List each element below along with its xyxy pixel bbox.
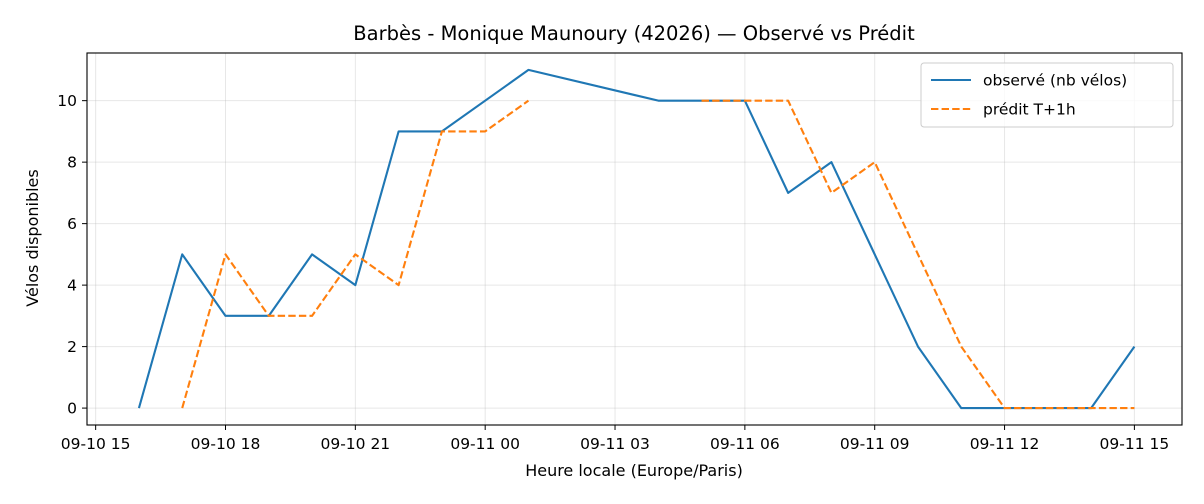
legend-box (920, 62, 1174, 128)
x-tick-label: 09-10 15 (61, 435, 131, 453)
y-tick-label: 10 (57, 92, 77, 110)
x-tick-label: 09-10 18 (191, 435, 261, 453)
chart-title: Barbès - Monique Maunoury (42026) — Obse… (353, 22, 915, 45)
x-axis-label: Heure locale (Europe/Paris) (525, 461, 743, 480)
y-axis-label: Vélos disponibles (23, 169, 42, 306)
x-tick-label: 09-11 03 (580, 435, 650, 453)
legend-label-1: prédit T+1h (983, 101, 1076, 119)
x-tick-label: 09-11 09 (840, 435, 910, 453)
plot-area: 09-10 15 09-10 18 09-10 21 09-11 00 09-11 03… (57, 52, 1183, 453)
plot-frame (86, 52, 1183, 426)
y-tick-label: 6 (67, 215, 77, 233)
x-tick-label: 09-11 12 (970, 435, 1040, 453)
x-tick-label: 09-10 21 (320, 435, 390, 453)
legend-label-0: observé (nb vélos) (983, 72, 1127, 90)
series-line-2 (701, 99, 1135, 410)
y-tick-label: 4 (67, 277, 77, 295)
x-tick-label: 09-11 00 (450, 435, 520, 453)
x-tick-label: 09-11 06 (710, 435, 780, 453)
y-tick-label: 0 (67, 400, 77, 418)
x-tick-label: 09-11 15 (1100, 435, 1170, 453)
y-tick-label: 2 (67, 338, 77, 356)
y-tick-label: 8 (67, 154, 77, 172)
series-line-1 (181, 99, 530, 409)
